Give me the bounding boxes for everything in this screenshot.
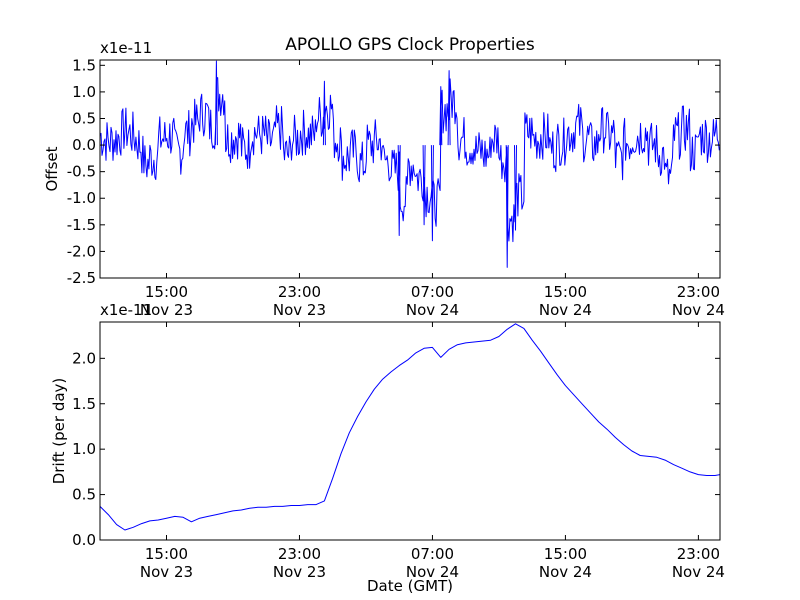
- drift-x-axis-label: Date (GMT): [367, 577, 453, 595]
- offset-y-axis-label: Offset: [43, 146, 61, 191]
- drift-xtick-date-label: Nov 23: [273, 563, 326, 581]
- offset-ytick-label: 1.0: [72, 83, 96, 101]
- offset-xtick-time-label: 07:00: [411, 283, 454, 301]
- chart-title: APOLLO GPS Clock Properties: [285, 35, 535, 55]
- drift-ytick-label: 1.5: [72, 395, 96, 413]
- drift-series-line: [100, 323, 720, 531]
- drift-xtick-time-label: 07:00: [411, 545, 454, 563]
- drift-y-axis-label: Drift (per day): [50, 378, 68, 485]
- drift-plot-frame: [99, 321, 721, 541]
- offset-tick-layer: -2.5-2.0-1.5-1.0-0.50.00.51.01.515:00Nov…: [67, 56, 725, 319]
- offset-ytick-label: -1.0: [67, 189, 96, 207]
- offset-xtick-time-label: 23:00: [278, 283, 321, 301]
- drift-xtick-time-label: 15:00: [544, 545, 587, 563]
- offset-xtick-date-label: Nov 23: [140, 301, 193, 319]
- drift-xtick-time-label: 23:00: [677, 545, 720, 563]
- offset-data-layer: [100, 60, 720, 268]
- drift-ytick-label: 2.0: [72, 349, 96, 367]
- offset-xtick-date-label: Nov 24: [672, 301, 725, 319]
- drift-data-layer: [100, 323, 720, 531]
- offset-series-line: [100, 60, 720, 268]
- offset-xtick-time-label: 23:00: [677, 283, 720, 301]
- offset-ytick-label: -0.5: [67, 163, 96, 181]
- drift-xtick-time-label: 15:00: [145, 545, 188, 563]
- offset-ytick-label: 0.5: [72, 109, 96, 127]
- drift-ytick-label: 0.5: [72, 486, 96, 504]
- offset-multiplier-label: x1e-11: [100, 39, 152, 57]
- drift-multiplier-label: x1e-11: [100, 301, 152, 319]
- offset-xtick-time-label: 15:00: [544, 283, 587, 301]
- drift-xtick-date-label: Nov 24: [539, 563, 592, 581]
- offset-panel: -2.5-2.0-1.5-1.0-0.50.00.51.01.515:00Nov…: [43, 39, 725, 319]
- drift-xtick-time-label: 23:00: [278, 545, 321, 563]
- drift-xtick-date-label: Nov 23: [140, 563, 193, 581]
- drift-xtick-date-label: Nov 24: [672, 563, 725, 581]
- drift-xtick-date-label: Nov 24: [406, 563, 459, 581]
- offset-xtick-date-label: Nov 23: [273, 301, 326, 319]
- offset-ytick-label: -1.5: [67, 216, 96, 234]
- offset-xtick-date-label: Nov 24: [406, 301, 459, 319]
- offset-xtick-time-label: 15:00: [145, 283, 188, 301]
- offset-ytick-label: -2.0: [67, 242, 96, 260]
- offset-plot-frame: [99, 59, 721, 279]
- offset-xtick-date-label: Nov 24: [539, 301, 592, 319]
- offset-ytick-label: -2.5: [67, 269, 96, 287]
- drift-ytick-label: 0.0: [72, 531, 96, 549]
- offset-ytick-label: 1.5: [72, 56, 96, 74]
- drift-ytick-label: 1.0: [72, 440, 96, 458]
- offset-ytick-label: 0.0: [72, 136, 96, 154]
